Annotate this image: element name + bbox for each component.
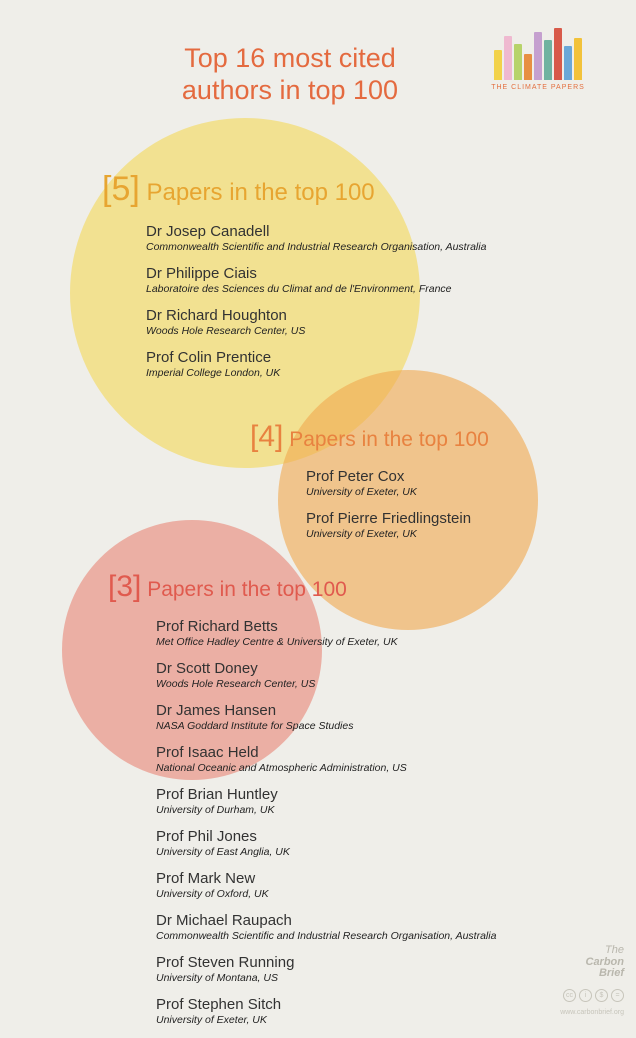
author-affiliation: National Oceanic and Atmospheric Adminis…: [156, 762, 496, 774]
author-name: Prof Brian Huntley: [156, 786, 496, 803]
cc-badge-icon: i: [579, 989, 592, 1002]
cc-badge-icon: cc: [563, 989, 576, 1002]
logo-bars: [488, 28, 588, 80]
footer-url: www.carbonbrief.org: [560, 1009, 624, 1016]
heading-count: [3]: [108, 570, 141, 603]
author-item: Dr Scott DoneyWoods Hole Research Center…: [156, 660, 496, 690]
author-name: Prof Richard Betts: [156, 618, 496, 635]
author-item: Prof Stephen SitchUniversity of Exeter, …: [156, 996, 496, 1026]
logo-bar: [534, 32, 542, 80]
author-affiliation: University of Exeter, UK: [306, 486, 489, 498]
logo-bar: [554, 28, 562, 80]
logo-bar: [564, 46, 572, 80]
author-list: Dr Josep CanadellCommonwealth Scientific…: [146, 223, 486, 379]
author-name: Prof Colin Prentice: [146, 349, 486, 366]
author-item: Prof Mark NewUniversity of Oxford, UK: [156, 870, 496, 900]
author-affiliation: Commonwealth Scientific and Industrial R…: [146, 241, 486, 253]
heading-count: [4]: [250, 420, 283, 453]
author-item: Dr James HansenNASA Goddard Institute fo…: [156, 702, 496, 732]
author-affiliation: Imperial College London, UK: [146, 367, 486, 379]
logo-bar: [544, 40, 552, 80]
author-item: Prof Brian HuntleyUniversity of Durham, …: [156, 786, 496, 816]
author-item: Prof Pierre FriedlingsteinUniversity of …: [306, 510, 489, 540]
author-list: Prof Peter CoxUniversity of Exeter, UKPr…: [306, 468, 489, 540]
section-heading: [4] Papers in the top 100: [250, 420, 489, 454]
section-s5: [5] Papers in the top 100 Dr Josep Canade…: [102, 170, 486, 391]
author-affiliation: NASA Goddard Institute for Space Studies: [156, 720, 496, 732]
author-item: Dr Josep CanadellCommonwealth Scientific…: [146, 223, 486, 253]
author-name: Prof Steven Running: [156, 954, 496, 971]
author-name: Prof Mark New: [156, 870, 496, 887]
logo-bar: [494, 50, 502, 80]
heading-count: [5]: [102, 170, 140, 208]
author-list: Prof Richard BettsMet Office Hadley Cent…: [156, 618, 496, 1026]
author-item: Prof Richard BettsMet Office Hadley Cent…: [156, 618, 496, 648]
heading-label: Papers in the top 100: [141, 578, 346, 601]
section-s4: [4] Papers in the top 100Prof Peter CoxU…: [250, 420, 489, 552]
logo-bar: [524, 54, 532, 80]
author-item: Dr Philippe CiaisLaboratoire des Science…: [146, 265, 486, 295]
author-name: Prof Phil Jones: [156, 828, 496, 845]
author-item: Dr Richard HoughtonWoods Hole Research C…: [146, 307, 486, 337]
heading-label: Papers in the top 100: [140, 179, 375, 206]
author-name: Prof Peter Cox: [306, 468, 489, 485]
author-item: Prof Peter CoxUniversity of Exeter, UK: [306, 468, 489, 498]
author-item: Dr Michael RaupachCommonwealth Scientifi…: [156, 912, 496, 942]
logo-text: THE CLIMATE PAPERS: [488, 84, 588, 91]
author-name: Dr Scott Doney: [156, 660, 496, 677]
section-heading: [5] Papers in the top 100: [102, 170, 486, 209]
author-item: Prof Isaac HeldNational Oceanic and Atmo…: [156, 744, 496, 774]
author-name: Prof Pierre Friedlingstein: [306, 510, 489, 527]
author-name: Dr Michael Raupach: [156, 912, 496, 929]
author-affiliation: Woods Hole Research Center, US: [146, 325, 486, 337]
author-affiliation: Woods Hole Research Center, US: [156, 678, 496, 690]
logo-bar: [514, 44, 522, 80]
author-affiliation: Met Office Hadley Centre & University of…: [156, 636, 496, 648]
author-affiliation: University of Durham, UK: [156, 804, 496, 816]
author-affiliation: University of Oxford, UK: [156, 888, 496, 900]
author-name: Prof Isaac Held: [156, 744, 496, 761]
author-affiliation: University of East Anglia, UK: [156, 846, 496, 858]
author-affiliation: Commonwealth Scientific and Industrial R…: [156, 930, 496, 942]
logo: THE CLIMATE PAPERS: [488, 28, 588, 91]
author-name: Dr Richard Houghton: [146, 307, 486, 324]
logo-bar: [504, 36, 512, 80]
cc-badges: cci$=: [563, 989, 624, 1002]
author-name: Prof Stephen Sitch: [156, 996, 496, 1013]
footer-brand: The Carbon Brief: [586, 945, 625, 980]
author-affiliation: Laboratoire des Sciences du Climat and d…: [146, 283, 486, 295]
logo-bar: [574, 38, 582, 80]
author-name: Dr Philippe Ciais: [146, 265, 486, 282]
author-item: Prof Steven RunningUniversity of Montana…: [156, 954, 496, 984]
author-affiliation: University of Exeter, UK: [306, 528, 489, 540]
author-item: Prof Colin PrenticeImperial College Lond…: [146, 349, 486, 379]
section-heading: [3] Papers in the top 100: [108, 570, 496, 604]
author-name: Dr James Hansen: [156, 702, 496, 719]
author-affiliation: University of Montana, US: [156, 972, 496, 984]
cc-badge-icon: $: [595, 989, 608, 1002]
section-s3: [3] Papers in the top 100 Prof Richard Be…: [108, 570, 496, 1038]
heading-label: Papers in the top 100: [283, 428, 488, 451]
cc-badge-icon: =: [611, 989, 624, 1002]
author-affiliation: University of Exeter, UK: [156, 1014, 496, 1026]
author-item: Prof Phil JonesUniversity of East Anglia…: [156, 828, 496, 858]
page-title: Top 16 most cited authors in top 100: [140, 42, 440, 107]
author-name: Dr Josep Canadell: [146, 223, 486, 240]
